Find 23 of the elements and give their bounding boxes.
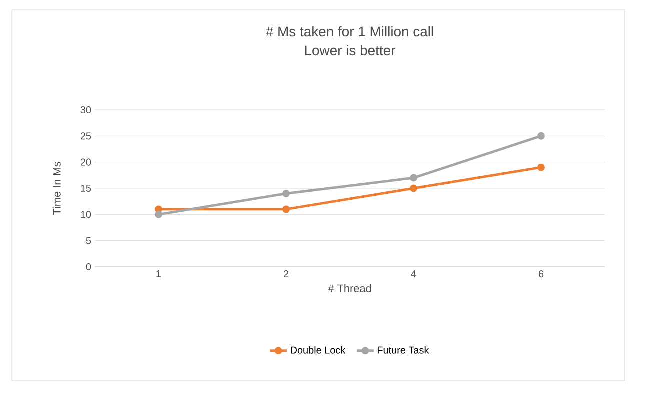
point — [410, 174, 418, 182]
point — [410, 184, 418, 192]
chart-title: # Ms taken for 1 Million call Lower is better — [266, 26, 434, 56]
y-tick-label: 25 — [80, 132, 92, 140]
y-tick-label: 20 — [80, 158, 92, 166]
y-tick-label: 30 — [80, 106, 92, 114]
x-tick-label: 1 — [156, 270, 162, 278]
x-axis-title: # Thread — [328, 284, 372, 292]
x-tick-label: 2 — [284, 270, 289, 278]
point — [155, 210, 162, 218]
point — [282, 206, 290, 214]
y-tick-label: 15 — [81, 185, 92, 192]
point — [282, 190, 290, 198]
y-axis-title: Time In Ms — [52, 162, 61, 216]
point — [538, 132, 545, 140]
point — [538, 164, 545, 172]
y-tick-label: 10 — [81, 211, 92, 218]
x-tick-label: 4 — [411, 270, 416, 278]
y-tick-label: 5 — [86, 237, 92, 244]
legend-label: Future Task — [378, 346, 430, 354]
x-tick-label: 6 — [538, 270, 544, 278]
legend-label: Double Lock — [291, 346, 346, 354]
y-tick-label: 0 — [86, 263, 92, 271]
